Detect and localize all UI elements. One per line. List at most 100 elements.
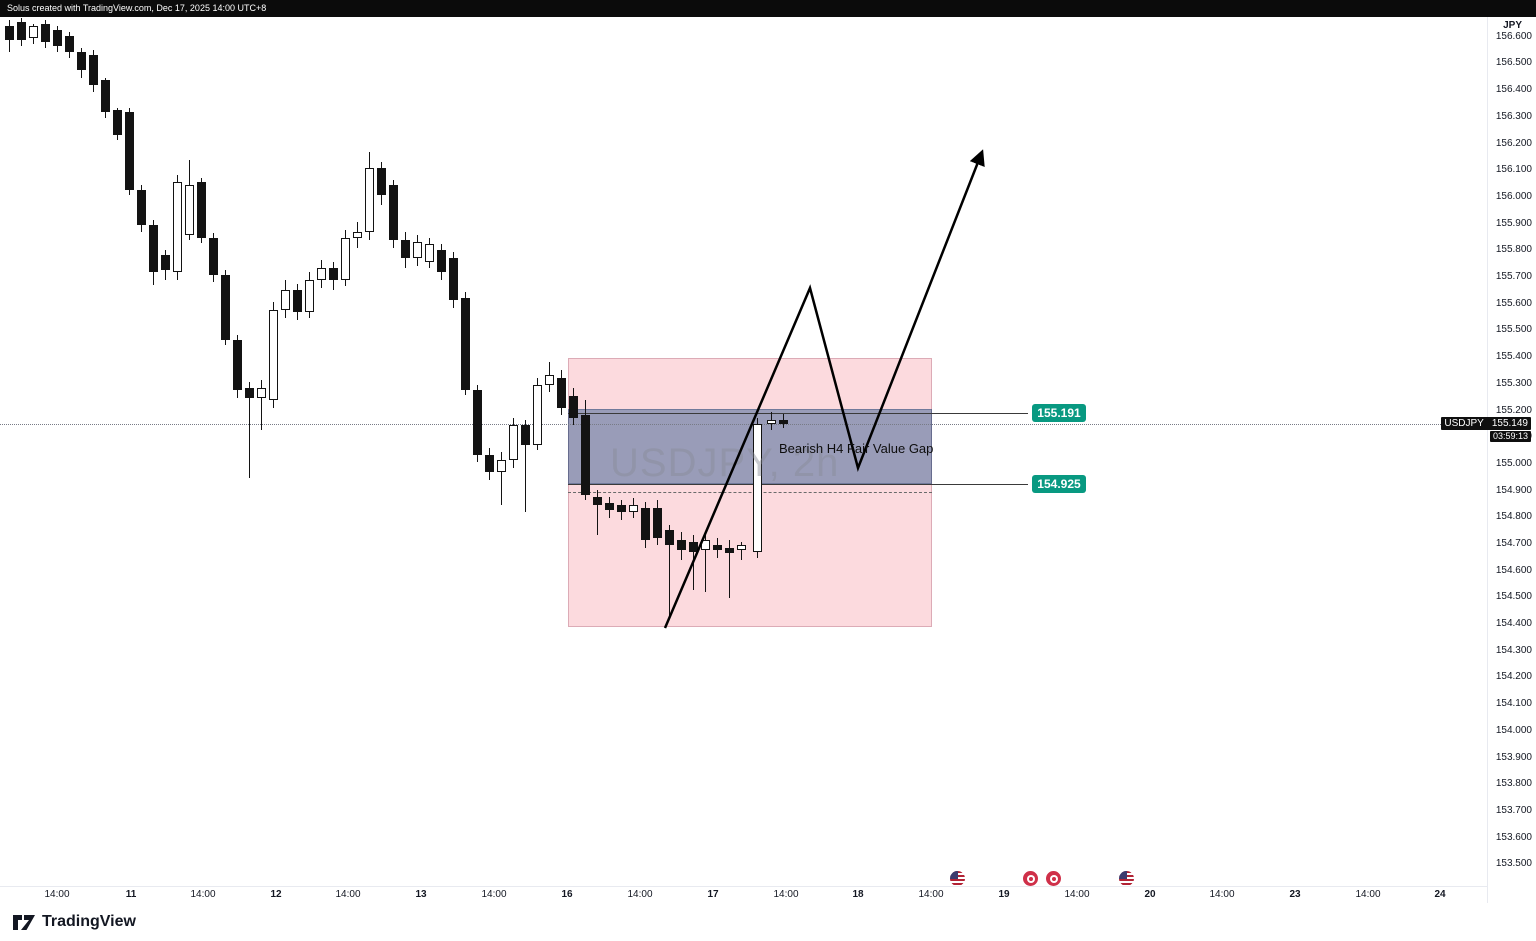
price-tick-label: 153.600 xyxy=(1495,831,1532,843)
candlestick xyxy=(304,279,314,312)
price-tick-label: 154.800 xyxy=(1495,511,1532,523)
price-axis[interactable]: JPY 156.600 156.500 156.400 156.300 156.200 1… xyxy=(1487,17,1536,903)
candlestick xyxy=(436,249,446,272)
candle-wick xyxy=(500,451,502,506)
price-tick-label: 154.200 xyxy=(1495,671,1532,683)
candlestick xyxy=(508,424,518,460)
economic-event-icon[interactable] xyxy=(1119,871,1134,886)
price-tick-label: 153.900 xyxy=(1495,751,1532,763)
price-level-label[interactable]: 154.925 xyxy=(1032,474,1086,493)
price-tick-label: 154.400 xyxy=(1495,618,1532,630)
event-dot xyxy=(1051,876,1056,881)
candle-wick xyxy=(260,379,262,430)
candle-wick xyxy=(524,419,526,512)
candlestick xyxy=(778,419,788,425)
price-tick-label: 155.000 xyxy=(1495,457,1532,469)
time-tick-label: 14:00 xyxy=(481,889,507,900)
attribution-bar: Solus created with TradingView.com, Dec … xyxy=(0,0,1536,17)
time-tick-label: 18 xyxy=(852,889,864,900)
price-tick-label: 156.100 xyxy=(1495,164,1532,176)
fvg-text-label[interactable]: Bearish H4 Fair Value Gap xyxy=(779,441,934,456)
tradingview-wordmark[interactable]: TradingView xyxy=(42,913,136,930)
candlestick xyxy=(208,238,218,275)
candlestick xyxy=(184,184,194,235)
price-tick-label: 154.500 xyxy=(1495,591,1532,603)
candlestick xyxy=(664,529,674,545)
time-tick-label: 14:00 xyxy=(44,889,70,900)
symbol-price-badge: USDJPY 155.149 03:59:13 xyxy=(1441,417,1531,443)
horizontal-ray[interactable] xyxy=(568,492,932,494)
candlestick xyxy=(568,395,578,418)
flag-canton xyxy=(1119,871,1127,879)
candlestick xyxy=(4,26,14,40)
price-tick-label: 155.500 xyxy=(1495,324,1532,336)
candlestick xyxy=(496,459,506,472)
candlestick xyxy=(160,254,170,270)
time-tick-label: 23 xyxy=(1289,889,1301,900)
candlestick xyxy=(256,387,266,398)
chart-canvas[interactable]: USDJPY, 2h Bearish H4 Fair Value Gap 155… xyxy=(0,17,1487,886)
candlestick xyxy=(544,375,554,385)
economic-event-icon[interactable] xyxy=(1046,871,1061,886)
bar-countdown: 03:59:13 xyxy=(1489,431,1531,443)
candlestick xyxy=(676,540,686,550)
time-tick-label: 14:00 xyxy=(918,889,944,900)
price-tick-label: 156.500 xyxy=(1495,57,1532,69)
time-tick-label: 14:00 xyxy=(773,889,799,900)
candlestick xyxy=(64,35,74,52)
price-tick-label: 154.900 xyxy=(1495,484,1532,496)
candlestick xyxy=(388,184,398,240)
horizontal-ray[interactable] xyxy=(568,412,1028,414)
candlestick xyxy=(520,424,530,445)
candlestick xyxy=(592,497,602,506)
time-tick-label: 14:00 xyxy=(1355,889,1381,900)
tradingview-logo[interactable] xyxy=(12,914,36,931)
price-tick-label: 154.000 xyxy=(1495,724,1532,736)
price-tick-label: 156.400 xyxy=(1495,84,1532,96)
time-tick-label: 19 xyxy=(998,889,1010,900)
candlestick xyxy=(766,419,776,424)
axis-currency-label: JPY xyxy=(1503,20,1522,31)
badge-last-price: 155.149 xyxy=(1491,418,1528,430)
candlestick xyxy=(172,181,182,272)
time-tick-label: 12 xyxy=(270,889,282,900)
candlestick xyxy=(196,181,206,239)
candle-wick xyxy=(248,381,250,478)
price-tick-label: 155.200 xyxy=(1495,404,1532,416)
candlestick xyxy=(112,109,122,135)
candlestick xyxy=(400,239,410,258)
price-tick-label: 154.700 xyxy=(1495,538,1532,549)
time-axis[interactable]: 14:00 11 14:00 12 14:00 13 14:00 16 14:00 17 14:00… xyxy=(0,886,1487,903)
candlestick xyxy=(532,384,542,445)
time-tick-label: 14:00 xyxy=(627,889,653,900)
candle-wick xyxy=(596,489,598,535)
candlestick xyxy=(28,26,38,39)
time-tick-label: 14:00 xyxy=(335,889,361,900)
candlestick xyxy=(280,289,290,310)
price-tick-label: 155.900 xyxy=(1495,217,1532,229)
event-dot xyxy=(1028,876,1033,881)
price-level-label[interactable]: 155.191 xyxy=(1032,403,1086,422)
candlestick xyxy=(376,167,386,196)
price-tick-label: 154.300 xyxy=(1495,644,1532,656)
time-tick-label: 16 xyxy=(561,889,573,900)
time-tick-label: 20 xyxy=(1144,889,1156,900)
badge-symbol: USDJPY xyxy=(1444,418,1484,430)
candlestick xyxy=(292,289,302,312)
candlestick xyxy=(484,454,494,472)
price-tick-label: 154.600 xyxy=(1495,564,1532,576)
time-tick-label: 13 xyxy=(415,889,427,900)
economic-event-icon[interactable] xyxy=(1023,871,1038,886)
candlestick xyxy=(52,30,62,46)
price-tick-label: 155.700 xyxy=(1495,271,1532,283)
price-tick-label: 153.800 xyxy=(1495,778,1532,790)
candlestick xyxy=(340,238,350,280)
candlestick xyxy=(136,189,146,225)
economic-event-icon[interactable] xyxy=(950,871,965,886)
candlestick xyxy=(652,507,662,538)
price-tick-label: 155.400 xyxy=(1495,351,1532,363)
candlestick xyxy=(100,80,110,113)
candlestick xyxy=(232,340,242,390)
candlestick xyxy=(424,243,434,262)
price-tick-label: 156.300 xyxy=(1495,110,1532,122)
